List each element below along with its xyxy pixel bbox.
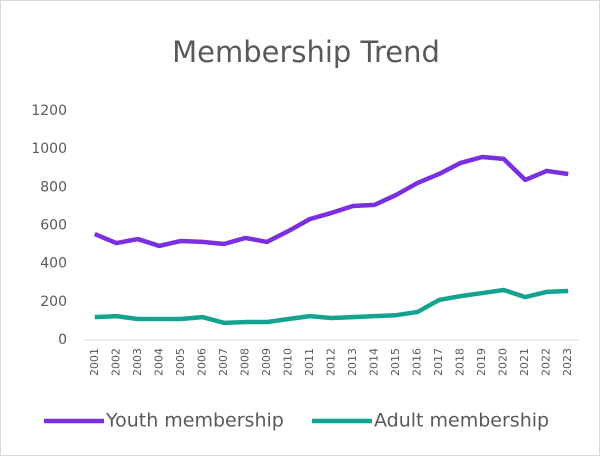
x-tick-label: 2014: [368, 348, 381, 376]
x-tick-label: 2012: [325, 348, 338, 376]
y-tick-label: 200: [40, 294, 67, 310]
x-tick-label: 2018: [454, 348, 467, 376]
x-tick-label: 2011: [303, 348, 316, 376]
x-tick-label: 2004: [152, 348, 165, 376]
y-tick-label: 800: [40, 179, 67, 195]
x-tick-label: 2021: [518, 348, 531, 376]
x-tick-label: 2008: [238, 348, 251, 376]
x-tick-label: 2002: [109, 348, 122, 376]
y-tick-label: 600: [40, 218, 67, 234]
x-tick-label: 2022: [540, 348, 553, 376]
x-tick-label: 2013: [346, 348, 359, 376]
chart-title: Membership Trend: [172, 35, 440, 69]
x-tick-label: 2003: [131, 348, 144, 376]
x-tick-label: 2010: [281, 348, 294, 376]
y-tick-label: 1000: [31, 141, 67, 157]
x-tick-label: 2019: [475, 348, 488, 376]
x-tick-label: 2020: [497, 348, 510, 376]
legend-label: Youth membership: [105, 410, 284, 432]
y-tick-label: 400: [40, 256, 67, 272]
y-tick-label: 0: [58, 332, 67, 348]
x-tick-label: 2017: [432, 348, 445, 376]
x-tick-label: 2006: [195, 348, 208, 376]
x-tick-label: 2015: [389, 348, 402, 376]
y-tick-label: 1200: [31, 103, 67, 119]
series-line: [93, 154, 569, 249]
x-tick-label: 2005: [174, 348, 187, 376]
x-tick-label: 2016: [411, 348, 424, 376]
x-tick-label: 2001: [88, 348, 101, 376]
legend-label: Adult membership: [374, 410, 549, 432]
x-tick-label: 2009: [260, 348, 273, 376]
x-tick-label: 2023: [561, 348, 574, 376]
series-line: [94, 287, 569, 326]
x-tick-label: 2007: [217, 348, 230, 376]
